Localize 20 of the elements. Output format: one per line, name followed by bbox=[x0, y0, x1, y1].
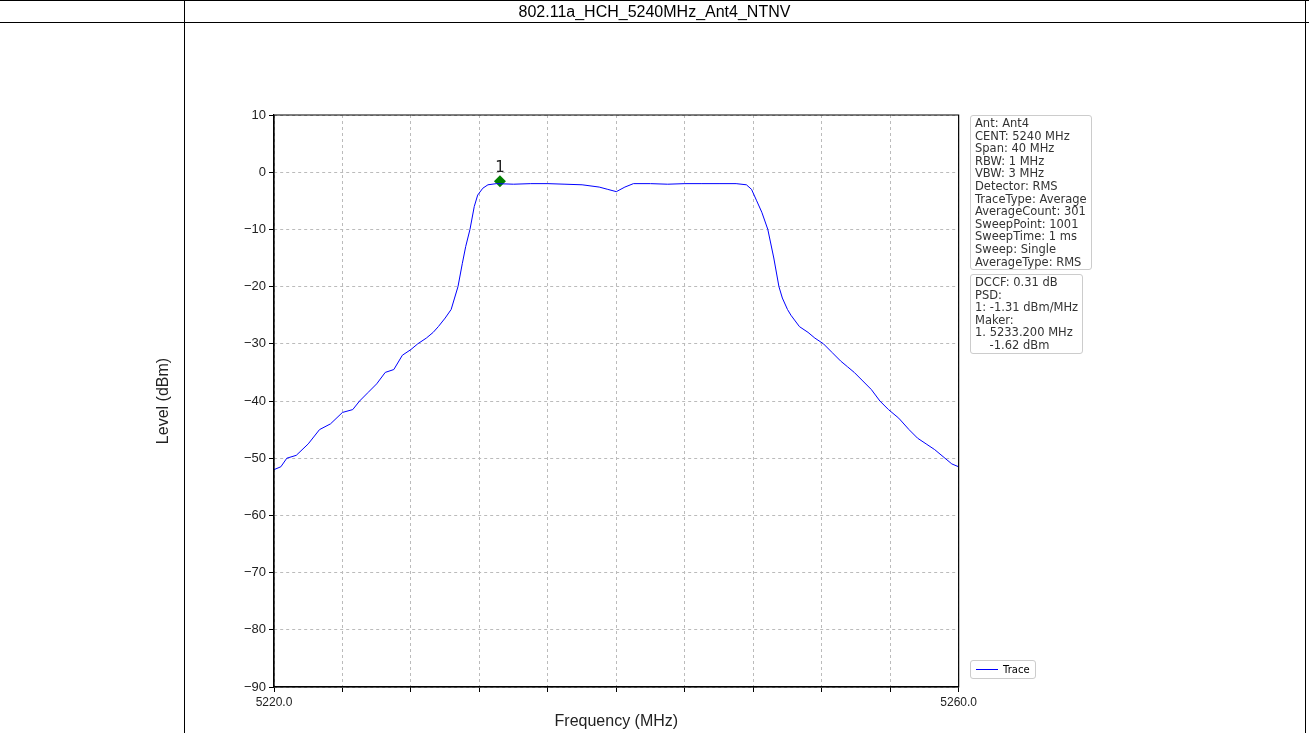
legend-label: Trace bbox=[1003, 664, 1030, 675]
y-tick-label: −70 bbox=[243, 564, 266, 580]
text: DCCF: 0.31 dB PSD: 1: -1.31 dBm/MHz Maker: 1. 5233.200 MHz -1.62 dBm bbox=[970, 274, 1084, 354]
annotation: 1 bbox=[495, 157, 505, 176]
y-tick-label: −20 bbox=[243, 278, 266, 294]
text: Ant: Ant4 CENT: 5240 MHz Span: 40 MHz RBW: 1 MHz VBW: 3 MHz Detector: RMS TraceType: Average AverageCount: 301 SweepPoint: 1001 SweepTime: 1 ms Sweep: Single AverageType: RMS bbox=[975, 116, 1087, 269]
y-tick-label: −30 bbox=[243, 335, 266, 351]
x-tick-label: 5220.0 bbox=[255, 694, 293, 709]
y-tick-label: −50 bbox=[243, 449, 266, 465]
y-axis-title: Level (dBm) bbox=[154, 357, 172, 445]
y-tick-label: 0 bbox=[258, 163, 266, 179]
y-tick-label: 10 bbox=[251, 106, 266, 122]
chart-title: 802.11a_HCH_5240MHz_Ant4_NTNV bbox=[0, 0, 1309, 23]
x-axis-title: Frequency (MHz) bbox=[554, 711, 679, 729]
x-tick-label: 5260.0 bbox=[940, 694, 978, 709]
y-tick-label: −60 bbox=[243, 506, 266, 522]
y-tick-label: −90 bbox=[243, 678, 266, 694]
y-tick-label: −40 bbox=[243, 392, 266, 408]
y-tick-label: −10 bbox=[243, 220, 266, 236]
y-tick-label: −80 bbox=[243, 621, 266, 637]
